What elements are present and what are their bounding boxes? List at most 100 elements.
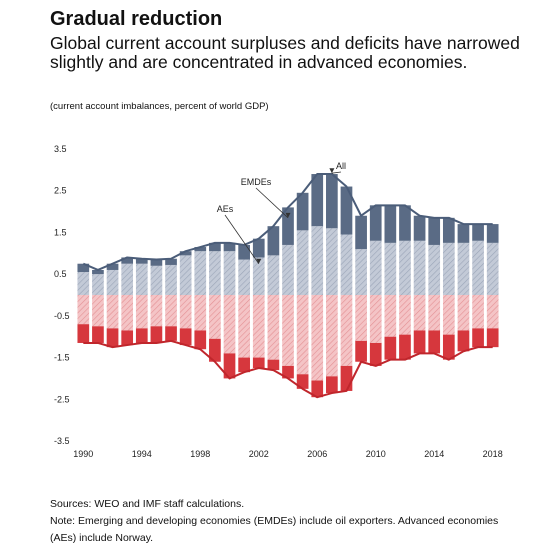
bar-surplus-ae xyxy=(179,255,192,295)
bar-deficit-emde xyxy=(165,326,177,341)
bar-deficit-ae xyxy=(267,295,280,360)
bar-deficit-ae xyxy=(428,295,441,331)
bar-deficit-emde xyxy=(384,336,397,360)
bar-surplus-emde xyxy=(194,247,207,252)
x-axis: 1990 1994 1998 2002 2006 2010 2014 2018 xyxy=(73,449,502,459)
bar-surplus-emde xyxy=(399,205,411,241)
bar-surplus-ae xyxy=(77,272,90,295)
bar-deficit-ae xyxy=(150,295,163,327)
bar-surplus-ae xyxy=(340,234,353,295)
bar-surplus-ae xyxy=(238,259,250,295)
bar-deficit-emde xyxy=(209,338,221,362)
bar-surplus-ae xyxy=(252,257,265,295)
bar-surplus-ae xyxy=(399,240,411,295)
bar-deficit-emde xyxy=(179,328,192,346)
bar-surplus-ae xyxy=(150,265,163,295)
chart-title: Gradual reduction xyxy=(50,8,223,30)
bars-group xyxy=(77,174,499,398)
y-tick-label: 3.5 xyxy=(54,144,67,154)
bar-deficit-ae xyxy=(413,295,426,331)
y-tick-label: 2.5 xyxy=(54,186,67,196)
y-tick-label: 0.5 xyxy=(54,269,67,279)
annotations-group: All EMDEs AEs xyxy=(217,161,346,264)
bar-deficit-ae xyxy=(194,295,207,331)
bar-surplus-ae xyxy=(194,251,207,295)
bar-surplus-emde xyxy=(252,238,265,258)
bar-deficit-emde xyxy=(223,353,236,379)
bar-deficit-ae xyxy=(486,295,499,329)
bar-deficit-ae xyxy=(77,295,90,325)
annotation-arrowhead xyxy=(285,212,291,218)
bar-deficit-emde xyxy=(472,328,484,348)
bar-surplus-ae xyxy=(457,242,470,295)
annotation-leader xyxy=(331,171,342,174)
all-surplus-line xyxy=(82,173,493,271)
bar-deficit-emde xyxy=(399,334,411,360)
bar-surplus-ae xyxy=(413,240,426,295)
x-tick-label: 1990 xyxy=(73,449,93,459)
bar-deficit-ae xyxy=(326,295,338,377)
bar-surplus-emde xyxy=(92,269,104,275)
bar-deficit-ae xyxy=(472,295,484,329)
bar-deficit-emde xyxy=(355,340,367,362)
bar-deficit-ae xyxy=(399,295,411,335)
bar-deficit-emde xyxy=(267,359,280,371)
sources-text: Sources: WEO and IMF staff calculations. xyxy=(50,498,245,510)
bar-surplus-ae xyxy=(267,255,280,295)
bar-surplus-emde xyxy=(442,217,455,243)
bar-surplus-emde xyxy=(282,207,294,245)
x-tick-label: 1998 xyxy=(190,449,210,459)
bar-surplus-ae xyxy=(282,244,294,295)
bar-deficit-ae xyxy=(340,295,353,366)
bar-surplus-emde xyxy=(121,257,134,264)
bar-deficit-ae xyxy=(209,295,221,339)
all-deficit-line xyxy=(83,339,493,399)
bar-surplus-ae xyxy=(472,240,484,295)
bar-deficit-emde xyxy=(296,374,309,389)
bar-deficit-ae xyxy=(311,295,324,381)
bar-deficit-emde xyxy=(413,330,426,354)
annotation-leader xyxy=(255,187,289,219)
bar-surplus-ae xyxy=(428,244,441,295)
bar-deficit-ae xyxy=(106,295,119,329)
bar-deficit-ae xyxy=(92,295,104,327)
units-label: (current account imbalances, percent of … xyxy=(50,101,269,112)
bar-deficit-emde xyxy=(135,328,148,343)
note-text: Note: Emerging and developing economies … xyxy=(50,515,499,544)
bar-surplus-ae xyxy=(223,251,236,295)
bar-deficit-emde xyxy=(252,357,265,368)
bar-deficit-emde xyxy=(457,330,470,352)
x-tick-label: 2002 xyxy=(249,449,269,459)
bar-surplus-ae xyxy=(384,242,397,295)
bar-surplus-ae xyxy=(121,263,134,295)
bar-deficit-emde xyxy=(428,330,441,354)
annotation-arrowhead xyxy=(256,258,262,264)
bar-surplus-ae xyxy=(106,269,119,295)
bar-deficit-emde xyxy=(238,357,250,373)
bar-surplus-ae xyxy=(355,249,367,295)
y-tick-label: -3.5 xyxy=(54,436,70,446)
bar-surplus-emde xyxy=(340,186,353,235)
bar-deficit-ae xyxy=(296,295,309,375)
bar-surplus-emde xyxy=(223,242,236,252)
bar-surplus-ae xyxy=(296,230,309,295)
bar-surplus-emde xyxy=(311,174,324,227)
annotation-label: EMDEs xyxy=(241,177,272,187)
bar-surplus-emde xyxy=(135,258,148,264)
current-account-chart: 3.52.51.50.5-0.5-1.5-2.5-3.5 1990 1994 199… xyxy=(54,144,503,459)
annotation-leader xyxy=(224,214,260,264)
y-tick-label: -0.5 xyxy=(54,311,70,321)
bar-deficit-ae xyxy=(369,295,382,343)
bar-deficit-emde xyxy=(326,376,338,394)
bar-surplus-ae xyxy=(486,242,499,295)
chart-subtitle: Global current account surpluses and def… xyxy=(50,33,520,72)
bar-surplus-ae xyxy=(135,263,148,295)
bar-deficit-ae xyxy=(384,295,397,337)
bar-surplus-ae xyxy=(369,240,382,295)
x-tick-label: 1994 xyxy=(132,449,152,459)
bar-deficit-emde xyxy=(340,365,353,391)
x-tick-label: 2006 xyxy=(307,449,327,459)
bar-deficit-ae xyxy=(165,295,177,327)
bar-surplus-emde xyxy=(238,244,250,260)
bar-surplus-emde xyxy=(77,263,90,273)
